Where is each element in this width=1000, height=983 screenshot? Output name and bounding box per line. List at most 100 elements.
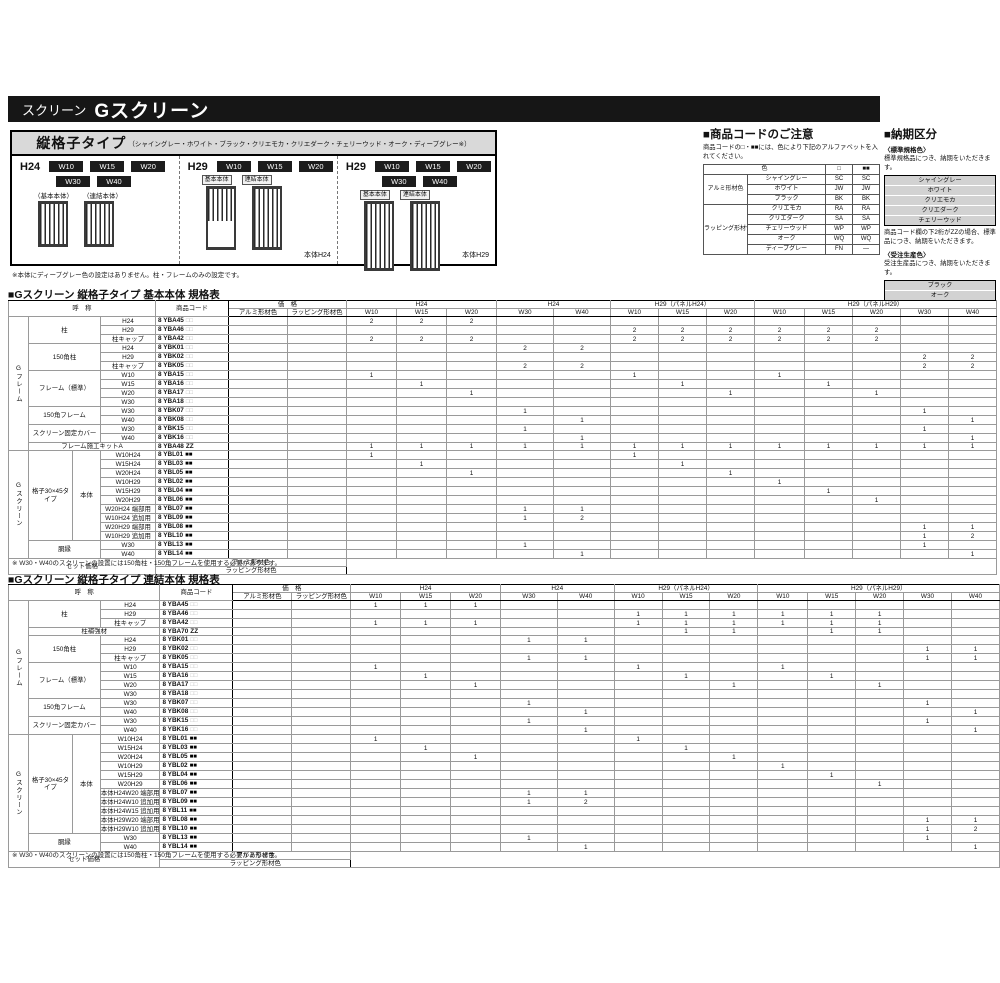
qty-cell: 1 [446,388,497,398]
code-text: 8 YBK05 [158,362,184,370]
code-text: 8 YBK15 [158,425,184,433]
qty-cell [450,653,501,663]
label-cell: W15H24 [100,459,156,469]
qty-cell [556,689,615,699]
table-row: Gスクリーン 格子30×45タイプ 本体 W10H24 8 YBL01 ■■ 1 1 [8,734,1000,852]
qty-cell [950,600,1000,610]
code-cell: 8 YBL10 ■■ [155,531,229,541]
label-cell: 柱キャップ [99,618,161,628]
width-header: W20 [446,308,497,317]
qty-cell: 1 [852,388,901,398]
qty-cell [855,797,905,807]
code-suffix: ■■ [189,817,197,823]
width-header: W15 [396,308,447,317]
qty-cell [807,635,857,645]
qty-cell [496,450,554,460]
code-cell: 8 YBK01 □□ [159,635,234,645]
table-row: W10H24 追加用 8 YBL09 ■■ 1 2 [9,513,997,523]
qty-cell [450,662,501,672]
qty-cell: 1 [804,442,853,451]
price-cell [287,522,347,532]
qty-cell: 1 [709,627,759,636]
qty-cell [709,770,759,780]
qty-cell: 1 [950,842,1000,852]
qty-cell [709,662,759,672]
price-cell [287,379,347,389]
label-cell: H24 [99,635,161,645]
qty-cell [400,824,452,834]
qty-cell [553,397,611,407]
qty-cell [852,450,901,460]
qty-cell [446,379,497,389]
size-group-header: H29（パネルH29） [757,584,1000,593]
qty-cell: 1 [350,662,402,672]
code-text: 8 YBK02 [162,645,189,653]
qty-cell: 1 [852,442,901,451]
qty-cell [709,725,759,735]
price-cell [291,671,352,681]
code-suffix: □□ [185,363,194,369]
qty-cell [496,477,554,487]
qty-cell [855,743,905,753]
table-row: 本体H29W10 追加用 8 YBL10 ■■ 1 2 [9,824,1000,834]
qty-cell: 1 [948,522,997,532]
qty-cell [754,352,805,362]
label-cell: W30 [100,406,156,416]
label-cell: フレーム（標準） [27,662,101,699]
qty-cell [496,486,554,496]
qty-cell [496,370,554,380]
qty-cell [350,671,402,681]
qty-cell [706,513,755,523]
qty-cell [499,734,558,744]
qty-cell [610,433,659,443]
qty-cell [400,644,452,654]
qty-cell: 1 [950,653,1000,663]
qty-cell [446,522,497,532]
code-suffix: □□ [190,602,198,608]
qty-cell [610,424,659,434]
qty-cell: 1 [496,513,554,523]
code-cell: 8 YBL02 ■■ [155,477,229,487]
qty-cell [804,370,853,380]
code1-cell: JW [825,184,854,195]
width-header: W30 [903,592,952,601]
qty-cell [350,680,402,690]
qty-cell: 2 [553,343,611,353]
set-price-row: セット価格 アルミ形材色 [7,851,1000,868]
code-text: 8 YBK15 [162,717,189,725]
set-price-row: ラッピング形材色 [9,859,1000,868]
type-overview-box: 縦格子タイプ （シャイングレー・ホワイト・ブラック・クリエモカ・クリエダーク・チ… [10,130,497,271]
qty-cell: 1 [556,653,615,663]
qty-cell: 1 [613,734,663,744]
qty-cell [658,316,707,326]
price-cell [291,734,352,744]
qty-cell: 2 [900,361,949,371]
qty-cell [950,609,1000,619]
qty-cell [757,716,809,726]
qty-cell: 1 [900,522,949,532]
qty-cell [804,450,853,460]
width-tag: W20 [298,161,333,172]
qty-cell [346,531,397,541]
code-text: 8 YBL01 [162,735,188,743]
code-suffix: □□ [190,673,198,679]
qty-cell [400,662,452,672]
code1-cell: SA [825,214,854,225]
qty-cell [553,370,611,380]
qty-cell [400,635,452,645]
qty-cell [852,415,901,425]
color-code-table: 色 □ ■■ アルミ形材色 シャイングレー SC SC ホワイト JW JW ブラック BK BK ラッピ… [702,164,881,255]
qty-cell [757,788,809,798]
qty-cell [346,388,397,398]
qty-cell [661,788,711,798]
code1-cell: WQ [825,234,854,245]
qty-cell: 2 [948,361,997,371]
qty-cell [709,600,759,610]
label-cell: Gフレーム [8,600,29,735]
header-row: 呼 称商品コード価 格 H24 H24 H29（パネルH24） H29（パネルH29） [7,584,1000,601]
code-text: 8 YBL07 [158,505,184,513]
price-cell [287,406,347,416]
width-tag: W40 [422,176,457,187]
qty-cell [807,662,857,672]
qty-cell: 1 [855,680,905,690]
